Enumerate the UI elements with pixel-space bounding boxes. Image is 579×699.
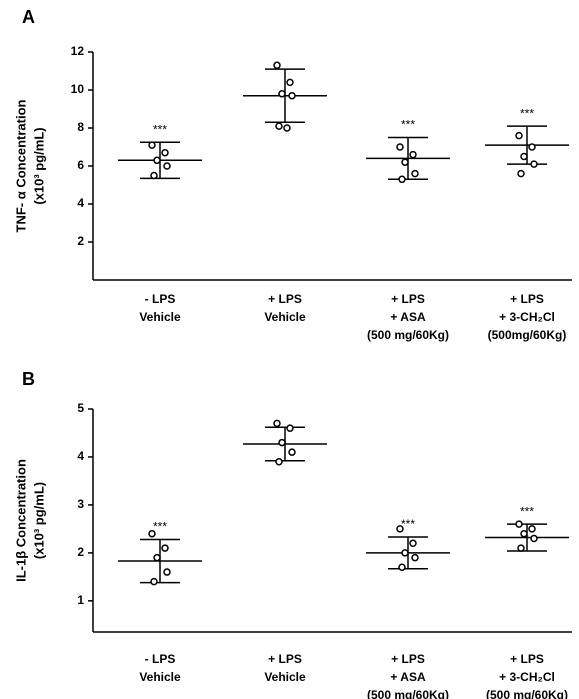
x-tick-label: + 3-CH₂Cl xyxy=(499,670,555,684)
x-tick-label: + ASA xyxy=(390,310,426,324)
y-tick-label: 5 xyxy=(77,401,84,415)
x-tick-label: + LPS xyxy=(510,652,544,666)
x-tick-label: + ASA xyxy=(390,670,426,684)
data-point xyxy=(150,171,158,180)
y-axis-label: TNF- α Concentration xyxy=(13,99,28,232)
x-tick-label: (500mg/60Kg) xyxy=(488,328,567,342)
x-tick-label: (500 mg/60Kg) xyxy=(367,328,449,342)
x-tick-label: Vehicle xyxy=(264,670,306,684)
y-tick-label: 12 xyxy=(71,44,85,58)
data-point xyxy=(398,563,406,572)
significance: *** xyxy=(520,504,534,518)
x-tick-label: Vehicle xyxy=(139,310,181,324)
x-tick-label: + LPS xyxy=(510,292,544,306)
y-tick-label: 10 xyxy=(71,82,85,96)
x-tick-label: Vehicle xyxy=(139,670,181,684)
data-point xyxy=(396,525,404,533)
data-point xyxy=(278,438,286,447)
x-tick-label: Vehicle xyxy=(264,310,306,324)
x-tick-label: + LPS xyxy=(268,292,302,306)
y-axis-label: IL-1β Concentration xyxy=(13,459,28,582)
data-point xyxy=(286,424,294,432)
data-point xyxy=(288,448,296,456)
y-axis-label: (x10³ pg/mL) xyxy=(31,127,46,204)
x-tick-label: + LPS xyxy=(391,292,425,306)
y-tick-label: 1 xyxy=(77,593,84,607)
x-tick-label: + LPS xyxy=(391,652,425,666)
data-point xyxy=(275,122,283,130)
x-tick-label: (500 mg/60Kg) xyxy=(367,688,449,699)
data-point xyxy=(515,131,523,140)
data-point xyxy=(288,91,296,100)
data-point xyxy=(278,90,286,98)
significance: *** xyxy=(153,520,167,534)
data-point xyxy=(161,544,169,552)
y-tick-label: 6 xyxy=(77,158,84,172)
significance: *** xyxy=(153,122,167,136)
data-point xyxy=(153,553,161,562)
data-point xyxy=(530,534,538,543)
x-tick-label: - LPS xyxy=(145,652,176,666)
data-point xyxy=(520,152,528,161)
x-tick-label: - LPS xyxy=(145,292,176,306)
significance: *** xyxy=(401,517,415,531)
y-tick-label: 3 xyxy=(77,497,84,511)
data-point xyxy=(401,158,409,166)
data-point xyxy=(153,156,161,165)
y-tick-label: 2 xyxy=(77,545,84,559)
data-point xyxy=(411,169,419,178)
data-point xyxy=(528,525,536,533)
data-point xyxy=(150,577,158,586)
data-point xyxy=(283,124,291,132)
data-point xyxy=(161,148,169,157)
data-point xyxy=(409,539,417,548)
data-point xyxy=(275,458,283,466)
y-tick-label: 4 xyxy=(77,196,84,210)
data-point xyxy=(163,568,171,576)
data-point xyxy=(148,529,156,538)
panel-label: B xyxy=(22,369,35,389)
significance: *** xyxy=(520,106,534,120)
panel-label: A xyxy=(22,7,35,27)
data-point xyxy=(530,160,538,168)
data-point xyxy=(148,141,156,149)
data-point xyxy=(273,419,281,428)
data-point xyxy=(520,529,528,538)
y-tick-label: 2 xyxy=(77,234,84,248)
data-point xyxy=(517,169,525,178)
data-point xyxy=(409,150,417,159)
y-axis-label: (x10³ pg/mL) xyxy=(31,482,46,559)
data-point xyxy=(401,549,409,557)
x-tick-label: + 3-CH₂Cl xyxy=(499,310,555,324)
data-point xyxy=(273,61,281,70)
y-tick-label: 8 xyxy=(77,120,84,134)
data-point xyxy=(396,143,404,151)
x-tick-label: (500 mg/60Kg) xyxy=(486,688,568,699)
data-point xyxy=(398,175,406,184)
data-point xyxy=(411,553,419,562)
significance: *** xyxy=(401,118,415,132)
data-point xyxy=(528,143,536,151)
data-point xyxy=(163,162,171,170)
data-point xyxy=(286,78,294,87)
data-point xyxy=(515,520,523,528)
y-tick-label: 4 xyxy=(77,449,84,463)
x-tick-label: + LPS xyxy=(268,652,302,666)
data-point xyxy=(517,544,525,552)
